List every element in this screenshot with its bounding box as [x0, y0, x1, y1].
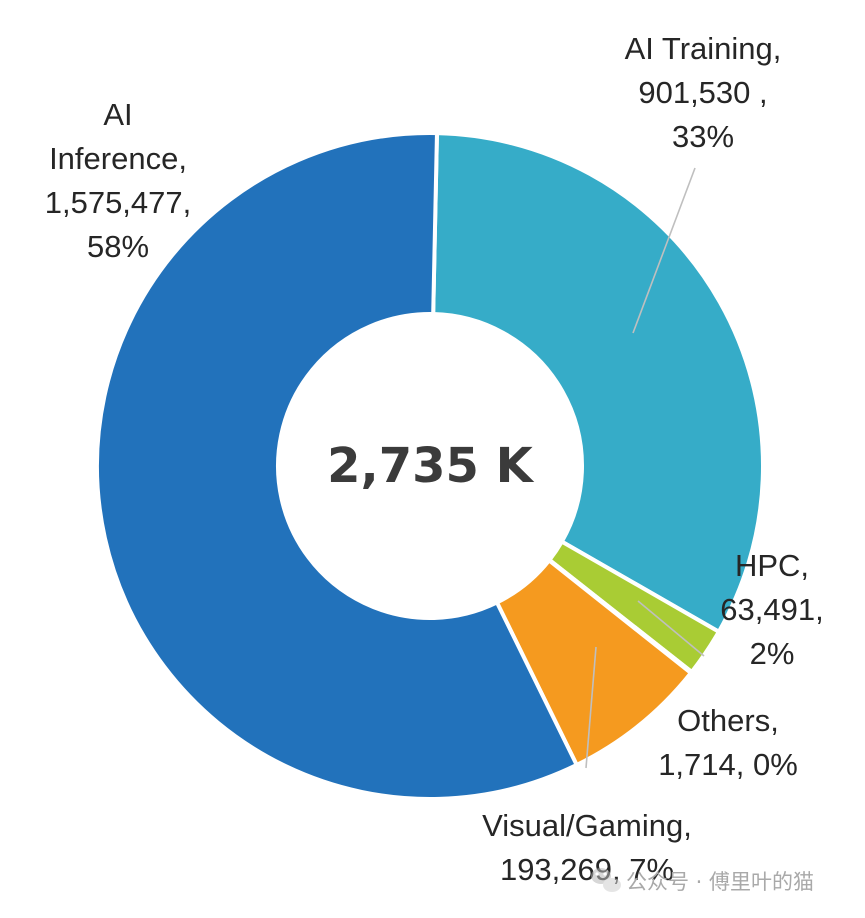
- label-ai-inference-line-4: 58%: [87, 229, 149, 264]
- label-visual-gaming-line-2: 193,269, 7%: [500, 852, 674, 887]
- label-others-line-1: Others,: [677, 703, 779, 738]
- label-ai-inference-line-2: Inference,: [49, 141, 187, 176]
- label-ai-training: AI Training, 901,530 , 33%: [625, 31, 782, 154]
- slice-ai-training: [431, 131, 765, 634]
- slice-ai-inference: [95, 131, 579, 801]
- label-ai-training-line-2: 901,530 ,: [638, 75, 767, 110]
- label-ai-inference-line-3: 1,575,477,: [45, 185, 192, 220]
- leader-line-ai-training: [632, 167, 696, 334]
- label-visual-gaming: Visual/Gaming, 193,269, 7%: [482, 808, 692, 887]
- center-total-label: 2,735 K: [327, 438, 535, 494]
- label-hpc-line-1: HPC,: [735, 548, 809, 583]
- label-hpc-line-2: 63,491,: [720, 592, 823, 627]
- donut-slices: [95, 131, 765, 801]
- wechat-icon: [591, 868, 621, 892]
- leader-line-visual-gaming: [585, 646, 597, 769]
- label-hpc: HPC, 63,491, 2%: [720, 548, 823, 671]
- label-others: Others, 1,714, 0%: [658, 703, 798, 782]
- label-visual-gaming-line-1: Visual/Gaming,: [482, 808, 692, 843]
- label-hpc-line-3: 2%: [750, 636, 795, 671]
- label-ai-inference-line-1: AI: [103, 97, 132, 132]
- label-others-line-2: 1,714, 0%: [658, 747, 798, 782]
- leader-line-others: [637, 600, 705, 657]
- label-ai-training-line-1: AI Training,: [625, 31, 782, 66]
- watermark: 公众号 · 傅里叶的猫: [591, 868, 814, 894]
- watermark-text: 公众号 · 傅里叶的猫: [626, 870, 814, 894]
- label-ai-inference: AI Inference, 1,575,477, 58%: [45, 97, 192, 264]
- label-ai-training-line-3: 33%: [672, 119, 734, 154]
- leader-lines: [585, 167, 705, 769]
